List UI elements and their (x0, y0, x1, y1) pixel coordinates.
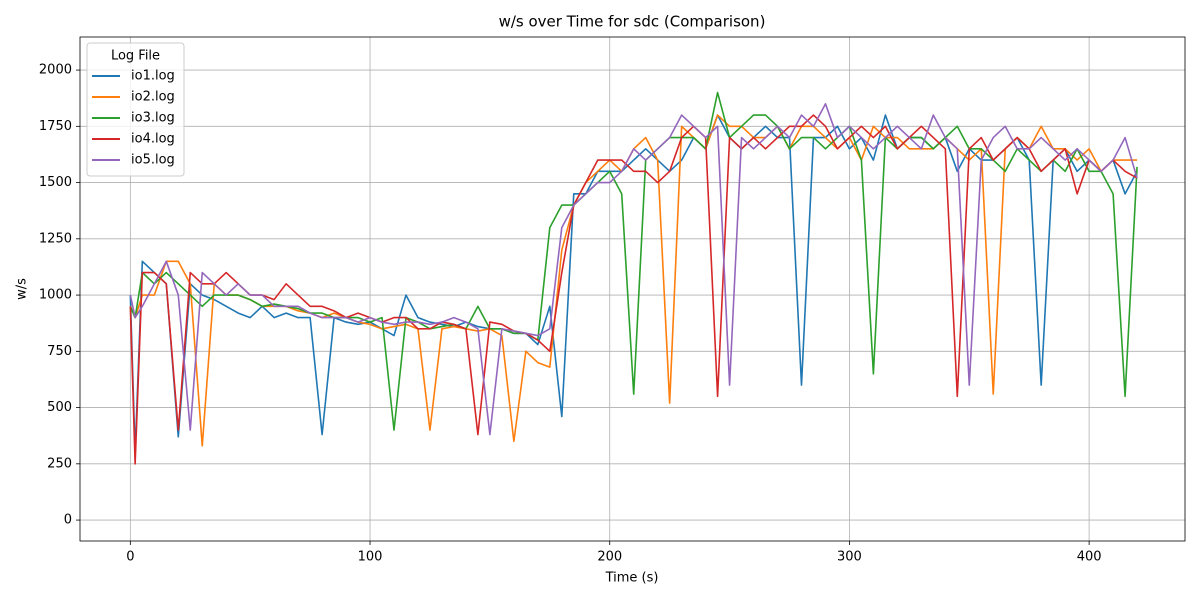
legend: Log File io1.log io2.log io3.log io4.log io5.… (86, 42, 185, 177)
x-tick-label: 200 (597, 550, 622, 565)
y-tick-label: 1250 (39, 231, 72, 246)
x-axis-label: Time (s) (605, 571, 659, 586)
y-tick-label: 1000 (39, 288, 72, 303)
chart-title: w/s over Time for sdc (Comparison) (499, 13, 766, 31)
y-axis-label: w/s (15, 278, 30, 300)
x-tick-label: 400 (1077, 550, 1102, 565)
x-tick-label: 0 (126, 550, 134, 565)
series-line (129, 114, 1138, 465)
y-tick-label: 2000 (39, 63, 72, 78)
y-tick-label: 750 (47, 344, 72, 359)
y-tick-label: 1500 (39, 175, 72, 190)
series-line (129, 103, 1138, 436)
legend-label: io3.log (131, 111, 175, 126)
legend-label: io2.log (131, 90, 175, 105)
y-tick-label: 0 (64, 513, 72, 528)
y-tick-label: 1750 (39, 119, 72, 134)
y-tick-label: 500 (47, 400, 72, 415)
legend-label: io5.log (131, 153, 175, 168)
y-tick-label: 250 (47, 456, 72, 471)
x-tick-label: 300 (837, 550, 862, 565)
legend-label: io1.log (131, 69, 175, 84)
x-tick-label: 100 (358, 550, 383, 565)
legend-title: Log File (111, 49, 160, 64)
plot-frame (79, 36, 1186, 542)
series-line (129, 114, 1138, 447)
series-line (129, 114, 1138, 454)
legend-label: io4.log (131, 132, 175, 147)
